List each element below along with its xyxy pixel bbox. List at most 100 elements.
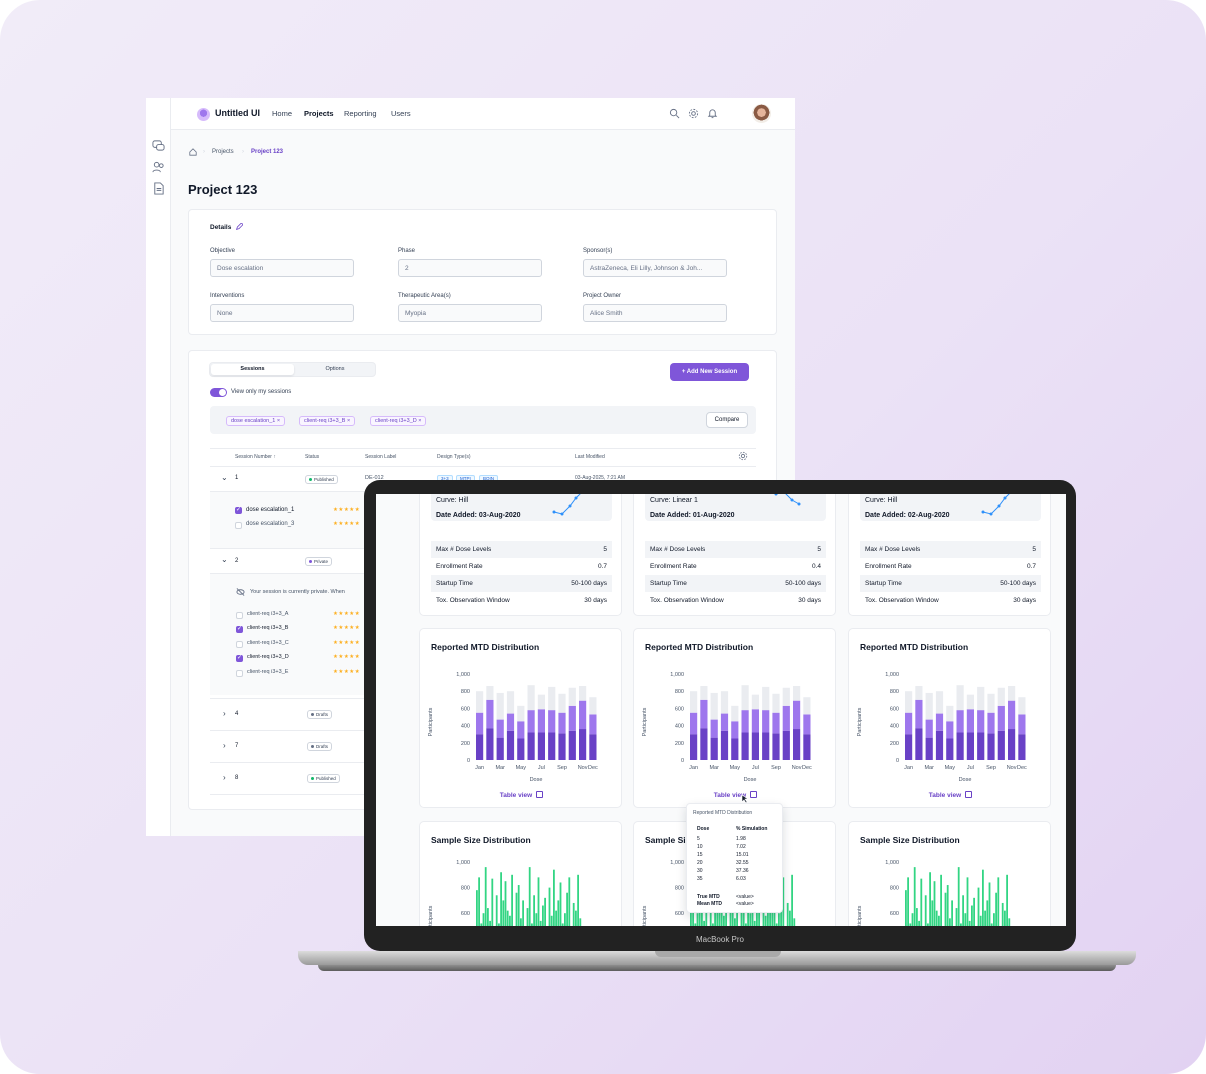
chevron-right-icon[interactable]: › [223,709,226,718]
column-header[interactable]: Session Label [365,454,397,460]
bar [577,874,579,926]
nav-projects[interactable]: Projects [304,109,334,118]
bar-segment [476,691,484,713]
objective-field[interactable]: Dose escalation [210,259,354,277]
table-view-label[interactable]: Table view [928,792,962,799]
laptop-notch [655,951,781,957]
bar-segment [803,697,811,715]
bar [957,867,960,926]
bar-segment [731,705,739,722]
bar-segment [527,732,535,760]
bar-segment [720,730,729,760]
curve-sparkline [981,494,1010,516]
bar [559,882,562,926]
bar [533,895,535,926]
bar [918,920,920,926]
session-checkbox[interactable] [235,506,242,514]
tooltip-dose: 10 [697,844,703,850]
session-checkbox[interactable] [235,522,242,529]
bar [542,905,544,926]
gear-icon[interactable] [688,108,699,119]
table-view-link[interactable]: Table view [634,791,837,799]
child-session-name[interactable]: client-req i3+3_A [247,611,289,617]
search-icon[interactable] [669,108,680,119]
child-session-name[interactable]: dose escalation_3 [246,521,295,527]
session-chip[interactable]: dose escalation_1 × [226,416,286,426]
bar [500,872,502,926]
session-checkbox[interactable] [236,654,243,662]
chevron-down-icon[interactable]: ⌄ [221,555,228,564]
project-owner-field[interactable]: Alice Smith [583,304,727,322]
child-session-name[interactable]: client-req i3+3_C [247,640,289,646]
bar-segment [956,732,964,760]
add-new-session-button[interactable]: + Add New Session [670,363,749,381]
table-settings-icon[interactable] [738,451,748,461]
bar [740,908,743,926]
bar-segment [977,686,985,711]
table-view-label[interactable]: Table view [713,792,747,799]
nav-users[interactable]: Users [391,109,411,118]
table-view-label[interactable]: Table view [499,792,533,799]
child-session-name[interactable]: client-req i3+3_D [247,654,289,660]
bar [911,913,914,926]
avatar[interactable] [752,104,771,123]
nav-reporting[interactable]: Reporting [344,109,377,118]
child-session-name[interactable]: client-req i3+3_B [247,625,289,631]
chevron-right-icon[interactable]: › [223,741,226,750]
bell-icon[interactable] [707,108,718,119]
bar-segment [782,687,790,706]
bar [960,923,962,926]
tab-options[interactable]: Options [325,366,345,372]
rating-stars: ★★★★★ [333,521,361,527]
child-session-name[interactable]: client-req i3+3_E [247,669,289,675]
x-tick-label: Nov [578,765,588,771]
table-view-link[interactable]: Table view [420,791,623,799]
parameter-value: 5 [817,546,821,553]
bar [537,877,540,926]
breadcrumb-current: Project 123 [251,149,284,155]
session-chip[interactable]: client-req i3+3_D × [370,416,427,426]
interventions-field[interactable]: None [210,304,354,322]
bar-segment [905,734,913,760]
sponsors-field[interactable]: AstraZeneca, Eli Lilly, Johnson & Joh... [583,259,727,277]
table-view-link[interactable]: Table view [849,791,1052,799]
chevron-down-icon[interactable]: ⌄ [221,473,228,482]
parameter-row: Startup Time 50-100 days [645,575,826,592]
my-sessions-toggle[interactable] [210,388,227,397]
session-checkbox[interactable] [236,612,243,619]
phase-field[interactable]: 2 [398,259,542,277]
therapeutic-area-field[interactable]: Myopia [398,304,542,322]
y-tick-label: 600 [461,911,470,917]
compare-button[interactable]: Compare [706,412,748,428]
chevron-right-icon[interactable]: › [223,773,226,782]
child-session-name[interactable]: dose escalation_1 [246,507,295,513]
chat-icon[interactable] [152,139,165,152]
document-icon[interactable] [152,182,165,195]
nav-home[interactable]: Home [272,109,293,118]
home-icon[interactable] [189,148,197,156]
bar-segment [751,732,759,760]
y-tick-label: 0 [896,758,899,764]
bar-segment [1018,714,1026,735]
bar-segment [589,697,597,715]
edit-icon[interactable] [235,223,243,231]
bar [566,892,568,926]
users-icon[interactable] [152,161,165,174]
session-chip[interactable]: client-req i3+3_B × [299,416,356,426]
column-header[interactable]: Session Number ↑ [235,454,276,460]
bar [938,915,940,926]
column-header[interactable]: Status [305,454,320,460]
parameter-value: 50-100 days [1000,580,1036,587]
bar [734,918,736,926]
session-checkbox[interactable] [236,670,243,677]
tab-sessions[interactable]: Sessions [211,364,294,375]
column-header[interactable]: Design Type(s) [437,454,471,460]
column-header[interactable]: Last Modified [575,454,605,460]
breadcrumb-projects[interactable]: Projects [212,149,234,155]
x-tick-label: Sep [771,765,781,771]
session-checkbox[interactable] [236,625,243,633]
session-checkbox[interactable] [236,641,243,648]
bar-segment [956,710,964,733]
bar [995,892,997,926]
bar [971,905,973,926]
